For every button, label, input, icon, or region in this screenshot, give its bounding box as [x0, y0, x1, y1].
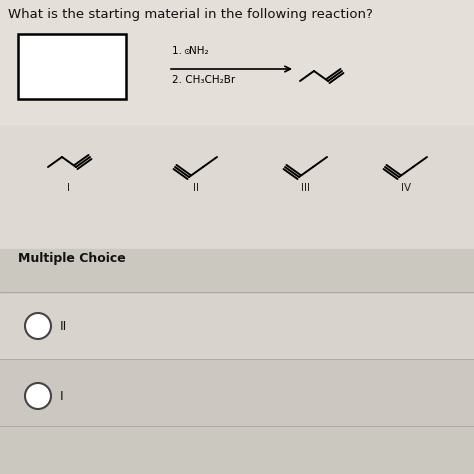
Text: I: I	[60, 390, 64, 402]
Circle shape	[25, 383, 51, 409]
Text: What is the starting material in the following reaction?: What is the starting material in the fol…	[8, 8, 373, 21]
Bar	[0, 364, 474, 429]
Text: ⊙: ⊙	[183, 47, 190, 56]
Text: IV: IV	[401, 183, 411, 193]
Bar	[0, 234, 474, 274]
Text: 1.: 1.	[172, 46, 185, 56]
Text: Multiple Choice: Multiple Choice	[18, 252, 126, 265]
Bar	[18, 34, 126, 99]
Circle shape	[25, 313, 51, 339]
Bar	[0, 294, 474, 359]
Text: II: II	[193, 183, 199, 193]
Bar	[0, 249, 474, 474]
Text: III: III	[301, 183, 310, 193]
Text: NH₂: NH₂	[189, 46, 209, 56]
Text: 2. CH₃CH₂Br: 2. CH₃CH₂Br	[172, 75, 235, 85]
Text: II: II	[60, 319, 67, 332]
Text: I: I	[67, 183, 71, 193]
Bar	[0, 0, 474, 234]
Bar	[0, 0, 474, 124]
